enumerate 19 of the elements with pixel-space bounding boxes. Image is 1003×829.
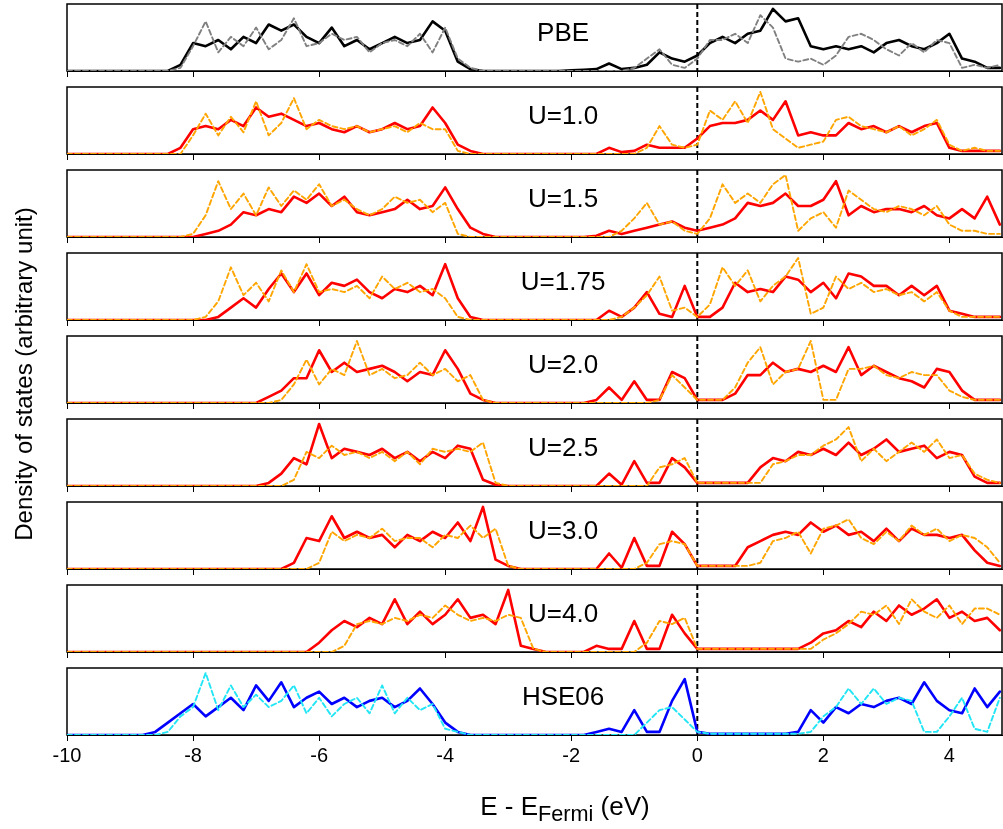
annotation: HSE06 bbox=[521, 681, 605, 712]
annotation: PBE bbox=[537, 17, 590, 48]
x-tick-label: -2 bbox=[562, 743, 581, 766]
annotation: U=1.75 bbox=[520, 266, 606, 297]
x-tick-label: -4 bbox=[436, 743, 455, 766]
annotation: U=3.0 bbox=[528, 515, 599, 546]
annotation: U=1.5 bbox=[528, 183, 599, 214]
annotation: U=1.0 bbox=[528, 100, 599, 131]
x-tick-label: 0 bbox=[691, 743, 703, 766]
annotation: U=4.0 bbox=[528, 598, 599, 629]
x-tick-label: -6 bbox=[310, 743, 329, 766]
annotation: U=2.5 bbox=[528, 432, 599, 463]
x-tick-label: 2 bbox=[817, 743, 829, 766]
x-tick-label: -10 bbox=[52, 743, 82, 766]
x-tick-label: -8 bbox=[184, 743, 202, 766]
x-tick-label: 4 bbox=[943, 743, 955, 766]
y-axis-title: Density of states (arbitrary unit) bbox=[10, 206, 38, 541]
x-axis-title: E - E$_{Fermi}$ (eV) bbox=[479, 790, 651, 829]
annotation: U=2.0 bbox=[528, 349, 599, 380]
